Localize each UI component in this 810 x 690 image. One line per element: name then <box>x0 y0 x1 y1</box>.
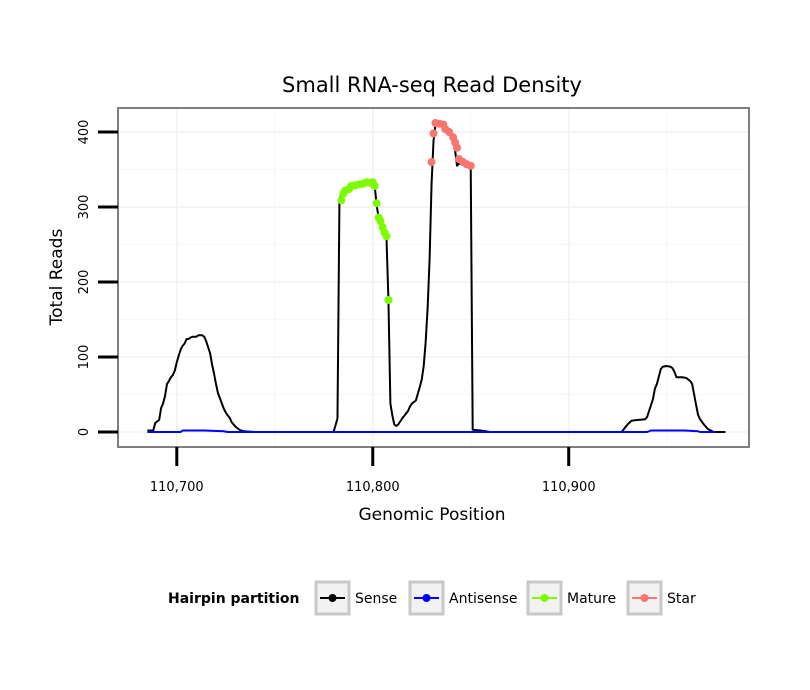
star-point <box>466 161 475 170</box>
legend-label-antisense: Antisense <box>449 591 518 607</box>
x-tick-label: 110,900 <box>542 480 596 495</box>
legend-label-sense: Sense <box>355 591 397 607</box>
y-axis: 0 100 200 300 400 <box>77 120 118 436</box>
legend-key-point-mature <box>540 594 549 602</box>
mature-point <box>376 217 385 226</box>
star-point <box>453 143 462 152</box>
star-point <box>429 129 438 138</box>
x-tick-label: 110,800 <box>346 480 400 495</box>
sense-line <box>147 122 726 433</box>
legend-key-point-star <box>640 594 649 602</box>
y-tick-label: 300 <box>77 195 92 220</box>
data-series <box>147 119 726 433</box>
legend-key-point-sense <box>328 594 337 602</box>
y-tick-label: 200 <box>77 270 92 295</box>
legend-label-star: Star <box>667 591 696 607</box>
legend-key-point-antisense <box>422 594 431 602</box>
star-point <box>427 158 436 166</box>
mature-point <box>370 182 379 190</box>
x-axis-title: Genomic Position <box>358 505 505 525</box>
mature-point <box>382 232 391 241</box>
mature-point <box>384 296 393 304</box>
x-axis: 110,700 110,800 110,900 <box>150 447 596 495</box>
mature-point <box>372 199 381 208</box>
legend: Hairpin partition Sense Antisense Mature St… <box>168 580 696 616</box>
mature-point <box>337 196 346 205</box>
x-tick-label: 110,700 <box>150 480 204 495</box>
y-axis-title: Total Reads <box>47 229 67 327</box>
antisense-line <box>147 429 716 433</box>
legend-title: Hairpin partition <box>168 591 299 607</box>
y-tick-label: 100 <box>77 345 92 370</box>
legend-label-mature: Mature <box>567 591 616 607</box>
y-tick-label: 0 <box>77 428 92 436</box>
plot-border <box>117 107 750 448</box>
y-tick-label: 400 <box>77 120 92 145</box>
chart-title: Small RNA-seq Read Density <box>282 73 582 97</box>
